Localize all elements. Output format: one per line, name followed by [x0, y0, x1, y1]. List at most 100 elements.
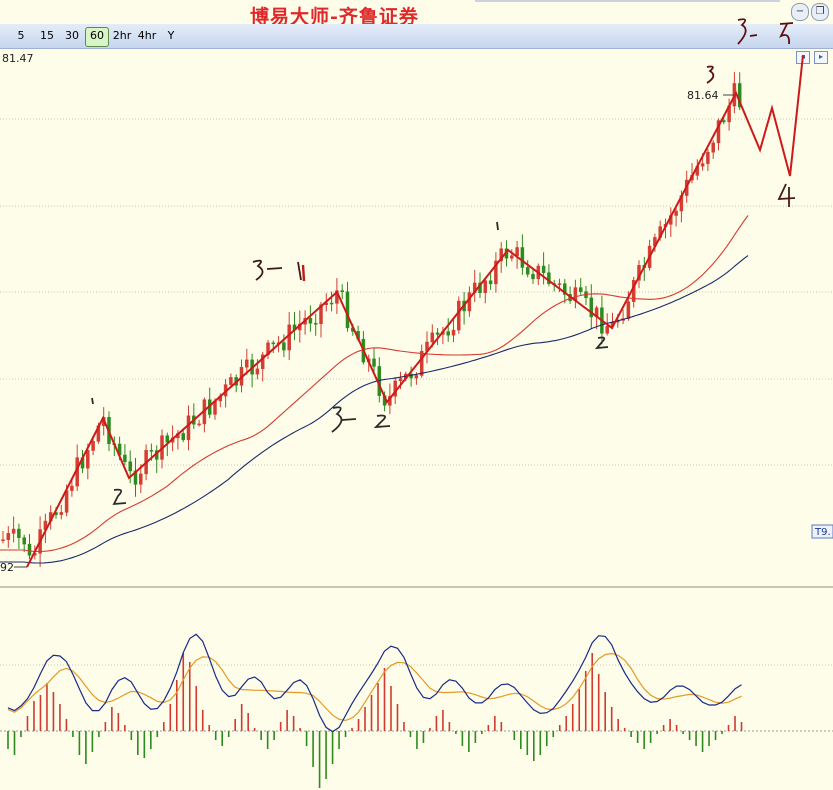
indicator-histogram [7, 653, 743, 788]
wave-count-line [26, 54, 804, 568]
candle-body [260, 354, 265, 370]
candle-body [510, 255, 514, 259]
title-bar: 博易大师-齐鲁证券 − ❐ [0, 0, 833, 28]
candle-body [578, 287, 583, 292]
moving-average-blue [0, 255, 749, 564]
candle-body [149, 450, 154, 452]
timeframe-60[interactable]: 60 [85, 27, 109, 47]
annotation-2-first [112, 488, 127, 506]
indicator-slow-line [7, 652, 742, 722]
price-readout: 81.47 [2, 52, 34, 65]
candle-body [674, 210, 678, 216]
candle-body [430, 332, 435, 343]
candle-body [91, 441, 95, 451]
candle-body [547, 272, 551, 284]
candle-body [59, 512, 64, 515]
indicator-fast-line [7, 633, 742, 733]
candlesticks [1, 72, 742, 567]
candle-body [722, 120, 726, 123]
candle-body [1, 539, 5, 542]
candle-body [6, 533, 11, 541]
candle-body [435, 332, 440, 335]
candle-body [626, 301, 631, 319]
title-strip [475, 0, 780, 2]
candle-body [165, 435, 170, 443]
right-axis-tag [811, 524, 833, 539]
restore-button[interactable]: ❐ [811, 3, 829, 21]
candle-body [245, 359, 249, 368]
candle-body [197, 423, 201, 426]
candle-body [319, 304, 323, 325]
candle-body [27, 543, 32, 556]
annotation-3-1-mark [301, 264, 306, 282]
annotation-1-second [496, 221, 499, 231]
candle-body [70, 485, 74, 491]
candle-body [706, 151, 710, 164]
timeframe-4hr[interactable]: 4hr [137, 29, 157, 42]
timeframe-5[interactable]: 5 [17, 29, 25, 42]
candle-body [123, 454, 127, 462]
candle-body [329, 302, 334, 305]
candle-body [128, 461, 132, 472]
candle-body [340, 290, 344, 293]
candle-body [457, 300, 461, 331]
low-price-label: 92 [0, 561, 14, 574]
panel-right-icon[interactable]: ▸ [814, 51, 828, 64]
timeframe-y[interactable]: Y [167, 29, 175, 42]
candle-body [700, 163, 705, 167]
candle-body [139, 473, 143, 485]
candle-body [589, 297, 594, 318]
candle-body [541, 265, 546, 273]
timeframe-15[interactable]: 15 [40, 29, 54, 42]
candle-body [186, 415, 191, 441]
candle-body [531, 273, 535, 280]
candle-body [446, 331, 450, 336]
candle-body [255, 368, 260, 375]
candle-body [467, 292, 472, 312]
app-title: 博易大师-齐鲁证券 [250, 6, 419, 28]
candle-body [64, 490, 69, 513]
candle-body [345, 291, 350, 329]
candle-body [488, 280, 493, 285]
candle-body [22, 537, 26, 545]
moving-average-red [0, 215, 749, 553]
annotation-3 [706, 65, 715, 84]
annotation-4 [777, 183, 796, 207]
annotation-3-5 [737, 18, 794, 45]
candle-body [17, 528, 21, 538]
candle-body [282, 342, 286, 351]
high-price-label: 81.64 [687, 89, 719, 102]
candle-body [716, 120, 721, 144]
candle-body [308, 318, 313, 324]
annotation-3-1 [252, 259, 302, 281]
candle-body [372, 358, 376, 367]
annotation-2-second [594, 336, 609, 350]
candle-body [419, 350, 424, 376]
timeframe-2hr[interactable]: 2hr [112, 29, 132, 42]
candle-body [737, 83, 742, 108]
candle-body [520, 247, 525, 268]
timeframe-30[interactable]: 30 [65, 29, 79, 42]
candle-body [557, 283, 562, 285]
candle-body [86, 450, 90, 469]
candle-body [398, 378, 403, 382]
candle-body [181, 433, 185, 441]
candle-body [229, 377, 233, 385]
candle-body [605, 325, 609, 334]
wave-annotations [91, 18, 796, 506]
minimize-button[interactable]: − [791, 3, 809, 21]
candle-body [494, 260, 498, 285]
candle-body [515, 247, 519, 256]
candle-body [563, 283, 567, 295]
candle-body [525, 267, 530, 275]
gridlines [0, 118, 833, 666]
candle-body [271, 342, 276, 345]
timeframe-toolbar: 5 15 30 60 2hr 4hr Y [0, 24, 833, 49]
right-axis-tag-text: T9. [814, 527, 831, 538]
annotation-1-first [91, 397, 94, 405]
candle-body [499, 248, 503, 262]
candle-body [313, 323, 318, 325]
candle-body [711, 142, 715, 153]
